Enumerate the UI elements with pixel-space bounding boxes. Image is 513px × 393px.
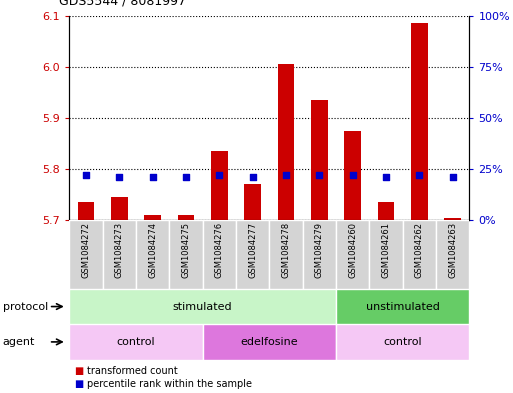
Bar xyxy=(177,215,194,220)
Text: GSM1084276: GSM1084276 xyxy=(215,222,224,278)
Text: stimulated: stimulated xyxy=(173,301,232,312)
Text: GSM1084274: GSM1084274 xyxy=(148,222,157,278)
Text: GSM1084275: GSM1084275 xyxy=(182,222,190,278)
Bar xyxy=(336,220,369,289)
Point xyxy=(315,172,323,178)
Text: GSM1084279: GSM1084279 xyxy=(315,222,324,278)
Text: GSM1084263: GSM1084263 xyxy=(448,222,457,278)
Text: GSM1084277: GSM1084277 xyxy=(248,222,257,278)
Bar xyxy=(136,220,169,289)
Bar xyxy=(411,23,428,220)
Text: GSM1084272: GSM1084272 xyxy=(82,222,90,278)
Bar xyxy=(369,220,403,289)
Text: ■: ■ xyxy=(74,379,84,389)
Point xyxy=(382,174,390,180)
Point xyxy=(215,172,224,178)
Bar xyxy=(69,220,103,289)
Bar xyxy=(336,324,469,360)
Bar xyxy=(69,324,203,360)
Text: control: control xyxy=(383,337,422,347)
Text: ■: ■ xyxy=(74,366,84,376)
Text: GSM1084261: GSM1084261 xyxy=(382,222,390,278)
Bar xyxy=(311,100,328,220)
Text: GSM1084260: GSM1084260 xyxy=(348,222,357,278)
Text: GDS5544 / 8081997: GDS5544 / 8081997 xyxy=(59,0,186,8)
Bar xyxy=(344,130,361,220)
Point xyxy=(115,174,124,180)
Bar xyxy=(269,220,303,289)
Text: unstimulated: unstimulated xyxy=(366,301,440,312)
Point xyxy=(416,172,424,178)
Bar xyxy=(211,151,228,220)
Bar xyxy=(69,289,336,324)
Text: transformed count: transformed count xyxy=(87,366,178,376)
Bar xyxy=(144,215,161,220)
Point xyxy=(82,172,90,178)
Text: edelfosine: edelfosine xyxy=(241,337,298,347)
Bar xyxy=(103,220,136,289)
Point xyxy=(282,172,290,178)
Bar xyxy=(278,64,294,220)
Bar xyxy=(336,289,469,324)
Bar xyxy=(378,202,394,220)
Point xyxy=(248,174,256,180)
Bar xyxy=(203,324,336,360)
Bar xyxy=(436,220,469,289)
Text: protocol: protocol xyxy=(3,301,48,312)
Text: GSM1084262: GSM1084262 xyxy=(415,222,424,278)
Text: GSM1084273: GSM1084273 xyxy=(115,222,124,278)
Point xyxy=(182,174,190,180)
Bar xyxy=(444,217,461,220)
Bar xyxy=(303,220,336,289)
Bar xyxy=(236,220,269,289)
Bar xyxy=(111,197,128,220)
Text: control: control xyxy=(116,337,155,347)
Text: GSM1084278: GSM1084278 xyxy=(282,222,290,278)
Text: percentile rank within the sample: percentile rank within the sample xyxy=(87,379,252,389)
Text: agent: agent xyxy=(3,337,35,347)
Point xyxy=(349,172,357,178)
Bar xyxy=(203,220,236,289)
Bar xyxy=(169,220,203,289)
Point xyxy=(149,174,157,180)
Bar xyxy=(244,184,261,220)
Point xyxy=(448,174,457,180)
Bar xyxy=(77,202,94,220)
Bar xyxy=(403,220,436,289)
